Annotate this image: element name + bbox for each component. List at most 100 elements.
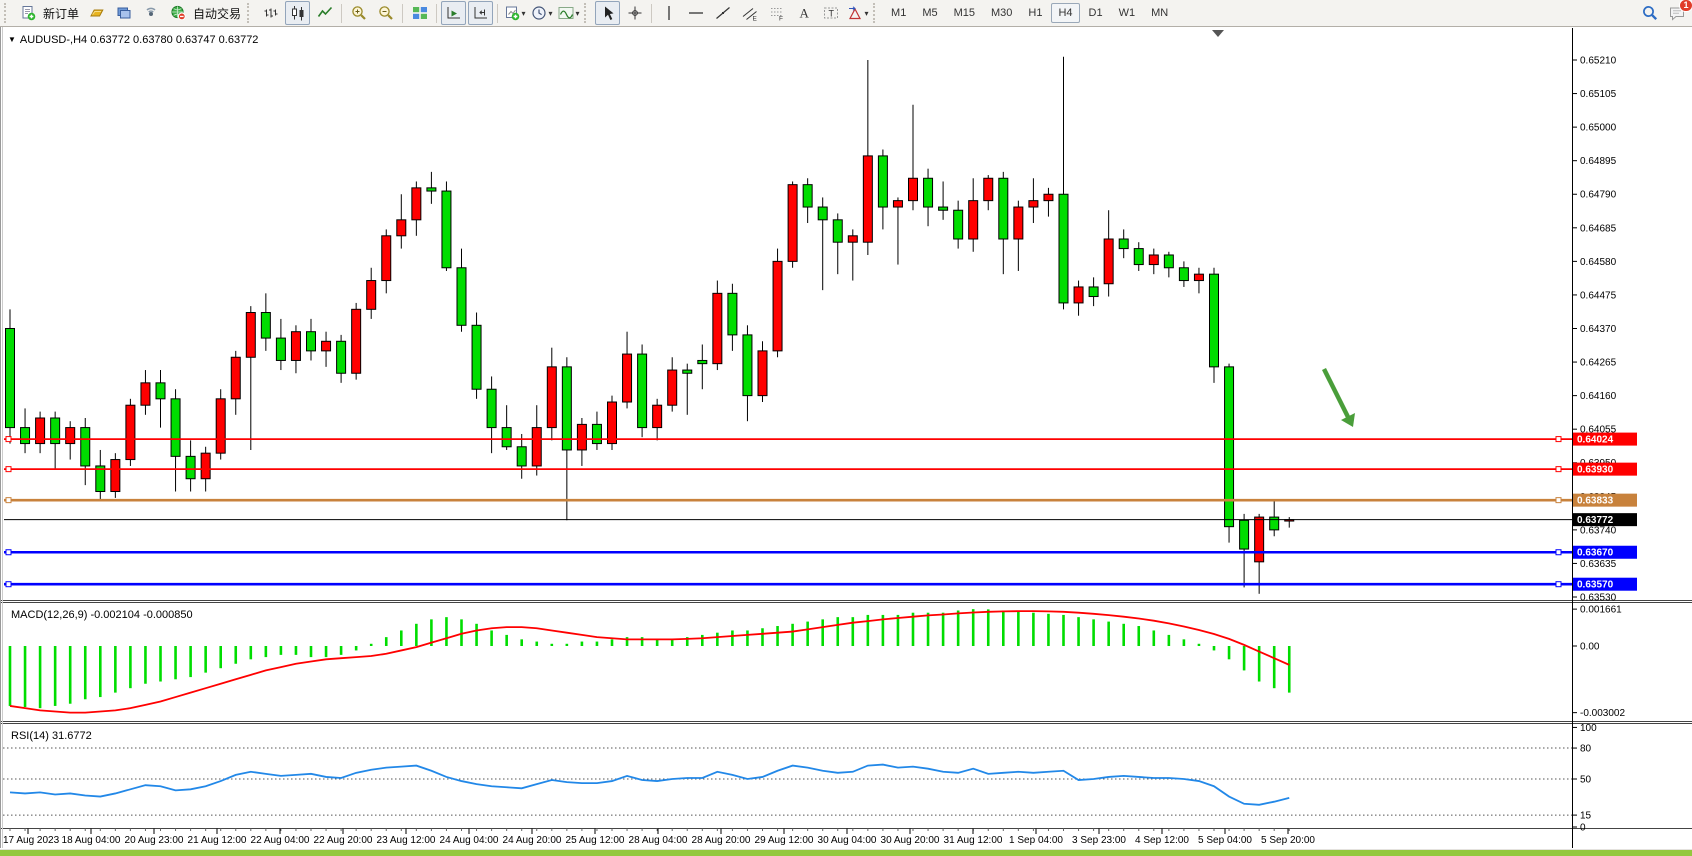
macd-signal-line: [9, 610, 1290, 714]
toolbar-separator: [651, 3, 653, 23]
timeframe-mn-button[interactable]: MN: [1151, 7, 1169, 19]
text-label-button[interactable]: T: [818, 1, 843, 25]
shapes-button[interactable]: ▾: [845, 1, 870, 25]
toolbar-separator: [436, 3, 438, 23]
toolbar-grip[interactable]: [247, 3, 253, 23]
tile-windows-button[interactable]: [407, 1, 432, 25]
line-chart-button[interactable]: [312, 1, 337, 25]
resistance-line-2-anchor[interactable]: [5, 466, 12, 473]
zoom-in-button[interactable]: [346, 1, 371, 25]
candle-body: [80, 427, 91, 467]
candle-body: [697, 359, 708, 365]
candle-body: [1254, 516, 1265, 563]
new-order-button-label[interactable]: 新订单: [43, 6, 80, 21]
chart-shift-marker[interactable]: [1212, 30, 1224, 37]
market-watch-button[interactable]: [111, 1, 136, 25]
equidistant-channel-button[interactable]: E: [737, 1, 762, 25]
time-axis-label: 20 Aug 23:00: [125, 835, 184, 846]
gold-panel-button[interactable]: [84, 1, 109, 25]
new-chart-button[interactable]: ▾: [502, 1, 527, 25]
chart-shift-button[interactable]: [468, 1, 494, 25]
pivot-line-anchor[interactable]: [1555, 497, 1562, 504]
rsi-pane: [3, 747, 1572, 816]
time-axis-label: 21 Aug 12:00: [188, 835, 247, 846]
candle-body: [351, 308, 362, 374]
timeframe-m15-button[interactable]: M15: [953, 7, 975, 19]
timeframe-m30-button[interactable]: M30: [991, 7, 1013, 19]
auto-trading-button-label[interactable]: 自动交易: [193, 6, 242, 21]
auto-trading-button[interactable]: [165, 1, 190, 25]
candle-body: [1013, 206, 1024, 240]
timeframe-h1-button[interactable]: H1: [1028, 7, 1043, 19]
candle-body: [576, 423, 587, 451]
search-button[interactable]: [1637, 1, 1662, 25]
candle-body: [938, 206, 949, 211]
timeframe-w1-button[interactable]: W1: [1118, 7, 1136, 19]
time-axis[interactable]: 17 Aug 2023 18 Aug 04:00 20 Aug 23:00 21 Au…: [3, 828, 1315, 847]
toolbar-grip[interactable]: [584, 3, 590, 23]
macd-axis-tick: 0.001661: [1580, 605, 1622, 616]
trend-arrow-annotation[interactable]: [1321, 367, 1351, 419]
zoom-out-button[interactable]: [373, 1, 398, 25]
symbol-dropdown-icon[interactable]: ▼: [8, 35, 16, 44]
vertical-line-button[interactable]: [656, 1, 681, 25]
cursor-icon: [600, 5, 616, 21]
resistance-line-1-anchor[interactable]: [1555, 436, 1562, 443]
crosshair-button[interactable]: [622, 1, 647, 25]
template-button-caret-icon[interactable]: ▾: [575, 8, 580, 18]
notifications-button[interactable]: 1: [1664, 0, 1692, 25]
svg-text:T: T: [828, 9, 834, 19]
cursor-button[interactable]: [595, 1, 621, 25]
auto-scroll-button[interactable]: [441, 1, 467, 25]
support-line-1-anchor[interactable]: [5, 549, 12, 556]
bar-chart-button[interactable]: [258, 1, 283, 25]
resistance-line-2-anchor[interactable]: [1555, 466, 1562, 473]
trendline-button[interactable]: [710, 1, 735, 25]
new-order-button[interactable]: [15, 1, 40, 25]
candlestick-button[interactable]: [285, 1, 311, 25]
candle-body: [908, 177, 918, 202]
symbol-title[interactable]: ▼ AUDUSD-,H4 0.63772 0.63780 0.63747 0.63…: [8, 34, 258, 46]
time-axis-label: 1 Sep 04:00: [1009, 835, 1063, 846]
svg-text:F: F: [779, 16, 783, 22]
price-axis-tick: 0.64895: [1580, 156, 1617, 167]
timeframe-h4-button[interactable]: H4: [1051, 3, 1080, 23]
pivot-line-anchor[interactable]: [5, 497, 12, 504]
shapes-button-caret-icon[interactable]: ▾: [864, 8, 869, 18]
candles-layer: [5, 56, 1295, 594]
tiles-icon: [412, 5, 428, 21]
time-axis-label: 3 Sep 23:00: [1072, 835, 1126, 846]
time-axis-label: 23 Aug 12:00: [377, 835, 436, 846]
text-button[interactable]: A: [791, 1, 816, 25]
candle-body: [531, 427, 542, 467]
chart-canvas[interactable]: 0.65210 0.65105 0.65000 0.64895 0.64790 0.646…: [0, 27, 1692, 849]
candle-body: [336, 340, 347, 374]
support-line-2-anchor[interactable]: [1555, 581, 1562, 588]
candle-body: [682, 369, 693, 374]
period-button[interactable]: ▾: [529, 1, 554, 25]
period-button-caret-icon[interactable]: ▾: [548, 8, 553, 18]
current-price-tag: [1573, 513, 1637, 527]
support-line-1-anchor[interactable]: [1555, 549, 1562, 556]
resistance-line-1-anchor[interactable]: [5, 436, 12, 443]
price-axis-tick: 0.64370: [1580, 324, 1617, 335]
doc-plus-icon: [20, 5, 36, 21]
timeframe-d1-button[interactable]: D1: [1088, 7, 1103, 19]
candle-body: [245, 312, 256, 358]
candle-body: [396, 219, 407, 237]
toolbar-grip[interactable]: [4, 3, 10, 23]
support-line-2-anchor[interactable]: [5, 581, 12, 588]
candle-body: [50, 417, 61, 445]
fibonacci-button[interactable]: F: [764, 1, 789, 25]
new-chart-button-caret-icon[interactable]: ▾: [521, 8, 526, 18]
macd-axis-tick: -0.003002: [1580, 708, 1625, 719]
timeframe-m1-button[interactable]: M1: [891, 7, 907, 19]
timeframe-m5-button[interactable]: M5: [922, 7, 938, 19]
signals-button[interactable]: [138, 1, 163, 25]
trend-arrow-head[interactable]: [1341, 413, 1355, 427]
toolbar-separator: [497, 3, 499, 23]
horizontal-line-button[interactable]: [683, 1, 708, 25]
template-button[interactable]: ▾: [556, 1, 581, 25]
toolbar-separator: [341, 3, 343, 23]
toolbar-grip[interactable]: [873, 3, 879, 23]
